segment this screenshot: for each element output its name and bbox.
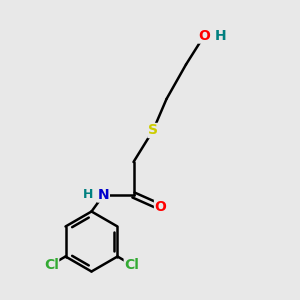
- Text: N: N: [98, 188, 109, 202]
- Text: S: S: [148, 124, 158, 137]
- Text: Cl: Cl: [44, 258, 59, 272]
- Text: H: H: [215, 29, 226, 43]
- Text: H: H: [83, 188, 93, 202]
- Text: O: O: [198, 29, 210, 43]
- Text: Cl: Cl: [124, 258, 139, 272]
- Text: O: O: [154, 200, 166, 214]
